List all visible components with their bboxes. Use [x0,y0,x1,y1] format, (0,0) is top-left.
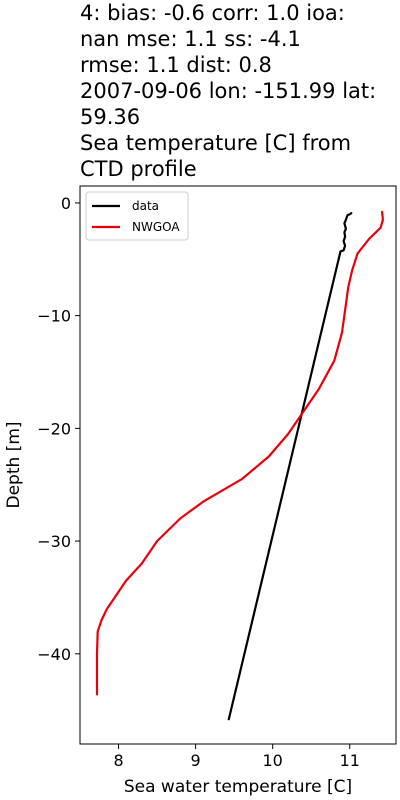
legend-label-nwgoa: NWGOA [132,220,180,234]
y-axis-label: Depth [m] [4,421,24,508]
chart-title: 4: bias: -0.6 corr: 1.0 ioa: nan mse: 1.… [80,1,377,181]
x-tick-label: 10 [263,751,283,770]
y-tick-label: −40 [37,645,71,664]
x-tick-label: 8 [113,751,123,770]
y-tick-label: −10 [37,307,71,326]
plot-frame [79,185,397,745]
x-tick-label: 11 [340,751,360,770]
y-tick-label: −30 [37,532,71,551]
series-line-nwgoa [95,210,384,696]
y-tick-label: 0 [61,194,71,213]
legend-label-data: data [132,199,159,213]
x-axis-label: Sea water temperature [C] [124,777,352,797]
y-tick-label: −20 [37,419,71,438]
series-line-data [227,212,353,721]
x-tick-label: 9 [191,751,201,770]
